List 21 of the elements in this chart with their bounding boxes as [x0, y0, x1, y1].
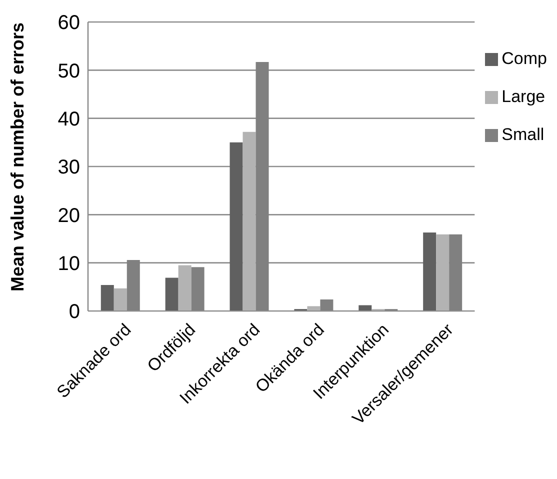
y-axis-title: Mean value of number of errors: [7, 22, 28, 292]
y-tick-label: 30: [58, 156, 80, 179]
y-tick-label: 0: [68, 301, 80, 324]
bar: [230, 142, 243, 311]
bar: [423, 232, 436, 311]
y-tick-label: 20: [58, 204, 80, 227]
bar: [242, 132, 256, 311]
legend-label: Large: [502, 87, 546, 106]
bar: [165, 278, 178, 311]
y-tick-label: 10: [58, 252, 80, 275]
legend-label: Small: [502, 125, 544, 144]
bar: [178, 265, 192, 311]
y-tick-label: 40: [58, 108, 80, 130]
y-tick-label: 50: [58, 60, 80, 82]
bar: [307, 306, 320, 311]
bar: [114, 288, 127, 311]
bar: [358, 305, 372, 311]
y-tick-label: 60: [58, 12, 80, 34]
legend-label: Comp: [502, 49, 547, 68]
bar: [436, 234, 450, 311]
bar: [100, 284, 114, 311]
